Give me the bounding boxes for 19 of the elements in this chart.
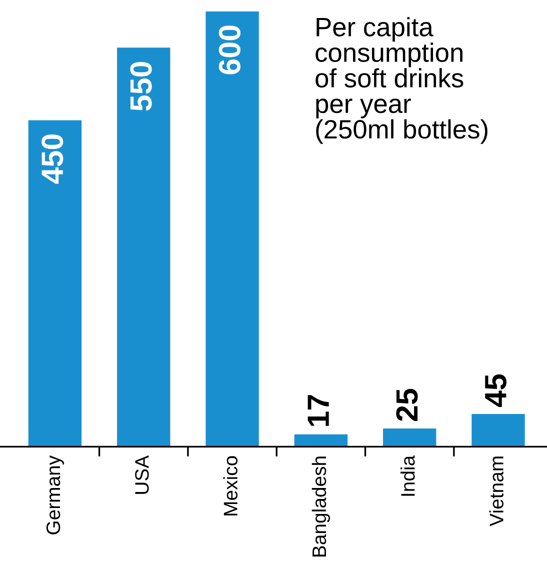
data-label: 17	[308, 395, 329, 426]
bar	[382, 428, 436, 447]
bar	[28, 120, 82, 447]
x-tick-label: India	[400, 455, 415, 496]
bar	[117, 48, 170, 447]
data-label: 450	[42, 134, 64, 184]
data-label: 45	[485, 374, 506, 408]
x-tick-label: Vietnam	[489, 456, 504, 526]
text: Per capita consumption of soft drinks per year (250ml bottles)	[316, 17, 488, 144]
bar	[206, 11, 259, 447]
x-tick-label: Mexico	[223, 456, 238, 516]
bar	[472, 414, 525, 447]
x-tick-label: Bangladesh	[312, 456, 330, 556]
x-tick-label: Germany	[46, 455, 64, 534]
bar	[294, 434, 348, 447]
x-tick-label: USA	[135, 455, 149, 494]
data-label: 550	[130, 62, 152, 111]
data-label: 25	[396, 388, 418, 421]
data-label: 600	[218, 26, 240, 74]
